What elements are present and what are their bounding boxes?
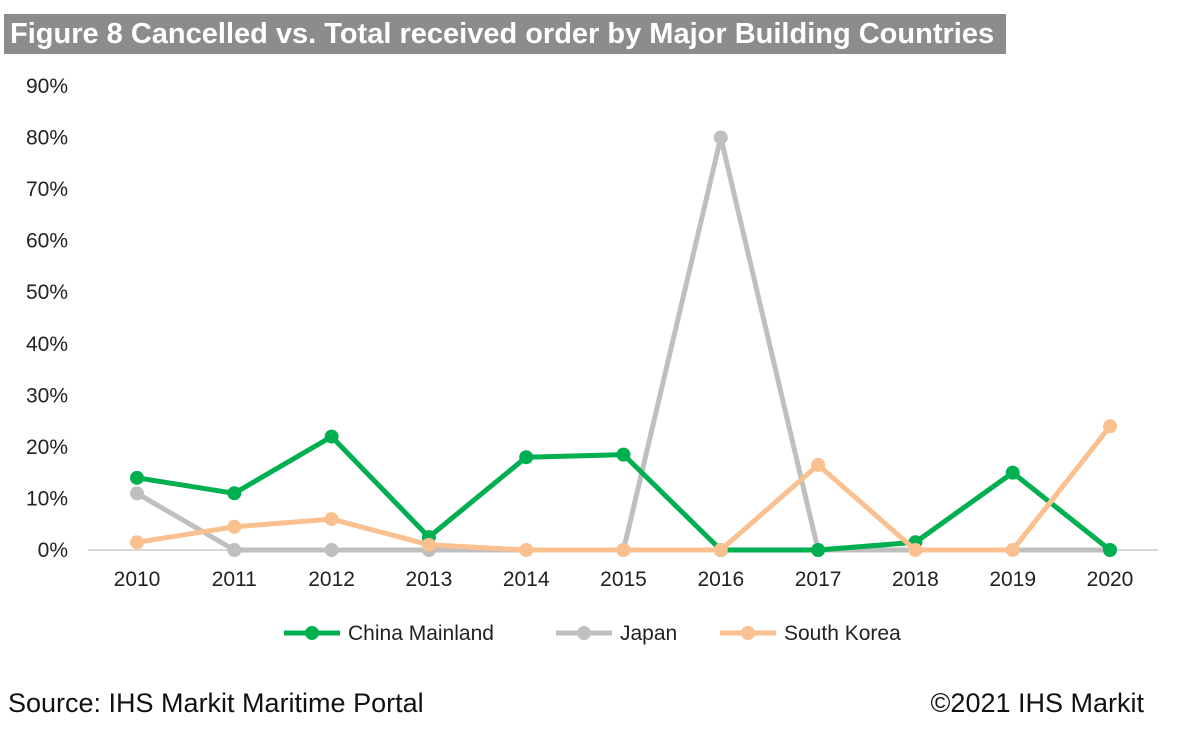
legend-label: China Mainland xyxy=(348,622,494,645)
copyright-note: ©2021 IHS Markit xyxy=(930,688,1144,718)
y-tick-label: 20% xyxy=(26,436,68,459)
data-point-south-korea xyxy=(227,519,242,534)
data-point-south-korea xyxy=(616,543,631,557)
data-point-south-korea xyxy=(421,537,436,552)
data-point-japan xyxy=(324,543,339,557)
chart-title: Figure 8 Cancelled vs. Total received or… xyxy=(4,14,1006,54)
data-point-south-korea xyxy=(1005,543,1020,557)
y-tick-label: 80% xyxy=(26,127,68,150)
data-point-china-mainland xyxy=(1103,543,1117,557)
series-layer xyxy=(130,130,1117,557)
x-axis-labels: 2010 2011 2012 2013 2014 2015 2016 2017 2018 2019… xyxy=(114,568,1134,591)
data-point-china-mainland xyxy=(130,470,144,485)
y-tick-label: 30% xyxy=(26,384,68,407)
x-tick-label: 2015 xyxy=(600,568,647,591)
data-point-south-korea xyxy=(811,457,826,472)
y-tick-label: 40% xyxy=(26,333,68,356)
y-tick-label: 90% xyxy=(26,75,68,98)
data-point-china-mainland xyxy=(519,450,534,465)
x-tick-label: 2011 xyxy=(212,568,257,591)
legend-item-china-mainland: China Mainland xyxy=(284,622,494,645)
x-tick-label: 2016 xyxy=(697,568,744,591)
x-tick-label: 2012 xyxy=(308,568,355,591)
line-chart: 0%10%20%30%40%50%60%70%80%90% 2010 2011 20… xyxy=(26,75,1158,645)
y-tick-label: 50% xyxy=(26,281,68,304)
series-line-south-korea xyxy=(134,423,1113,553)
data-point-south-korea xyxy=(908,543,923,557)
series-south-korea xyxy=(130,419,1117,557)
y-tick-label: 70% xyxy=(26,178,68,201)
series-china-mainland xyxy=(130,429,1117,557)
legend-item-south-korea: South Korea xyxy=(720,622,901,645)
legend-label: South Korea xyxy=(784,622,901,645)
data-point-south-korea xyxy=(713,543,728,557)
legend-item-japan: Japan xyxy=(556,622,677,645)
legend-swatch-marker xyxy=(305,626,319,640)
legend-swatch-marker xyxy=(741,626,755,640)
data-point-japan xyxy=(713,130,728,145)
data-point-china-mainland xyxy=(616,447,631,462)
data-point-south-korea xyxy=(1103,419,1117,434)
legend-swatch-marker xyxy=(577,626,591,640)
data-point-south-korea xyxy=(324,512,339,527)
data-point-japan xyxy=(130,486,144,501)
x-tick-label: 2014 xyxy=(503,568,550,591)
x-tick-label: 2013 xyxy=(406,568,453,591)
data-point-china-mainland xyxy=(227,486,242,501)
y-tick-label: 0% xyxy=(38,539,68,562)
y-axis-labels: 0% 10% 20% 30% 40% 50% 60% 70% 80% 90% xyxy=(26,75,68,562)
series-japan xyxy=(130,130,1117,557)
legend: China Mainland Japan South Korea xyxy=(284,622,901,645)
x-tick-label: 2010 xyxy=(114,568,161,591)
x-tick-label: 2017 xyxy=(795,568,842,591)
data-point-china-mainland xyxy=(1005,465,1020,480)
y-tick-label: 10% xyxy=(26,487,68,510)
data-point-china-mainland xyxy=(811,543,826,557)
data-point-japan xyxy=(227,543,242,557)
y-tick-label: 60% xyxy=(26,230,68,253)
data-point-china-mainland xyxy=(324,429,339,444)
x-tick-label: 2020 xyxy=(1087,568,1134,591)
data-point-south-korea xyxy=(519,543,534,557)
series-line-japan xyxy=(134,135,1113,553)
source-note: Source: IHS Markit Maritime Portal xyxy=(8,688,424,718)
x-tick-label: 2019 xyxy=(989,568,1036,591)
x-tick-label: 2018 xyxy=(892,568,939,591)
data-point-south-korea xyxy=(130,535,144,550)
legend-label: Japan xyxy=(620,622,677,645)
